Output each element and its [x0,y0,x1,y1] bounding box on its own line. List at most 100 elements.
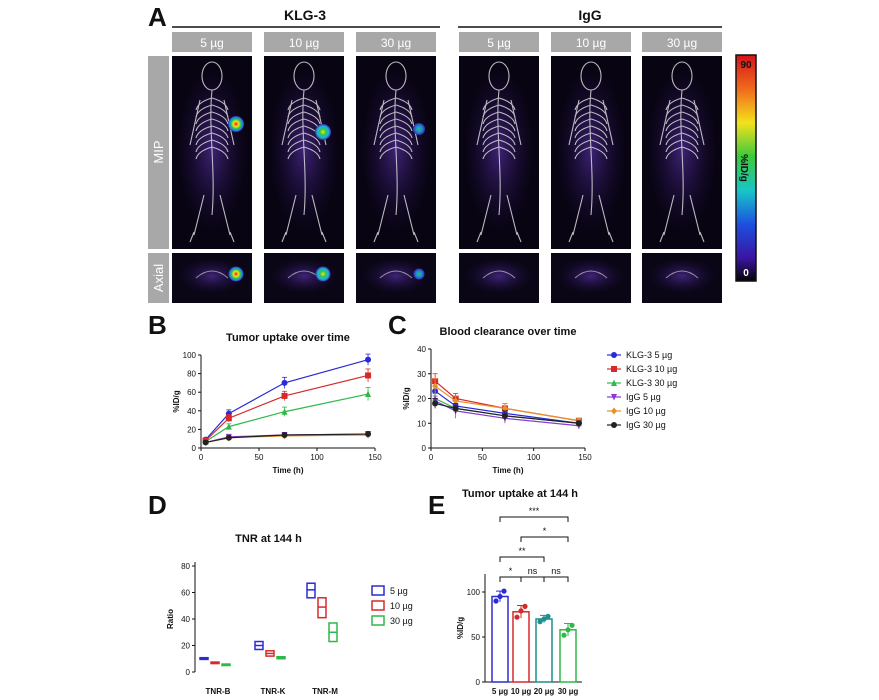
group-label-igg: IgG [578,7,601,23]
data-point [452,405,459,412]
data-point [365,356,372,363]
significance-bracket [520,576,545,582]
significance-label: *** [529,506,540,516]
axial-glow [178,258,246,294]
y-tick-label: 0 [192,444,197,453]
chart-title: Blood clearance over time [440,326,577,338]
y-tick-label: 20 [417,395,426,404]
skeleton [281,61,327,243]
legend-label: 30 µg [390,616,413,626]
x-tick-label: 150 [368,453,382,462]
legend-label: IgG 10 µg [626,406,666,416]
y-tick-label: 40 [417,345,426,354]
data-point [501,404,508,412]
skeleton [659,61,705,243]
chart-tnr-144h: TNR at 144 h 0 20 40 60 80 Ratio TNR-B TNR-K TNR-… [166,533,413,696]
data-point [281,408,288,415]
y-tick-label: 80 [181,562,190,571]
series-line [205,374,369,441]
axial-glow [648,258,716,294]
tumor-hotspot [228,116,244,132]
legend-marker [611,407,617,415]
legend-label: KLG-3 10 µg [626,364,677,374]
axial-bone [379,270,413,279]
legend-label: KLG-3 30 µg [626,378,677,388]
rib [195,111,229,125]
panel-letter-a: A [148,2,167,32]
legend-label: IgG 5 µg [626,392,661,402]
axial-bone [482,270,516,279]
series [202,431,372,446]
category-label: 5 µg [492,687,508,696]
data-point [281,431,288,438]
rib [482,118,516,132]
axial-bone [195,270,229,279]
rib [195,97,229,111]
forelimb [568,99,614,146]
rib [287,132,321,146]
paw [659,231,705,243]
dose-header-label: 10 µg [289,36,319,50]
colorbar-max: 90 [740,60,752,71]
data-point [225,434,232,441]
rib [482,146,516,160]
axial-tumor-hotspot [413,268,425,280]
data-point [537,619,543,625]
x-tick-label: 50 [478,453,487,462]
category-label: 20 µg [534,687,555,696]
significance-label: ns [528,566,538,576]
x-tick-label: 50 [255,453,264,462]
data-point [432,400,439,407]
rib [665,97,699,111]
y-tick-label: 60 [187,388,196,397]
rib [665,146,699,160]
x-axis-label: Time (h) [493,466,524,475]
forelimb [373,99,419,146]
data-point [365,372,372,379]
x-tick-label: 100 [527,453,541,462]
dose-header-label: 5 µg [200,36,224,50]
data-point [514,614,520,620]
category-label: TNR-B [206,687,231,696]
paw [189,231,235,243]
skeleton [189,61,235,243]
axial-tumor-hotspot [228,266,244,282]
colorbar-unit: %ID/g [738,154,749,182]
y-axis-label: Ratio [166,609,175,629]
data-point [518,608,524,614]
spine [589,89,593,216]
rib [287,111,321,125]
data-point [281,379,288,386]
hindlimb [480,194,518,236]
rib [195,118,229,132]
y-tick-label: 40 [181,615,190,624]
data-point [365,390,372,398]
colorbar-gradient [735,54,757,282]
y-tick-label: 0 [186,668,191,677]
axial-bone [665,270,699,279]
rib [287,97,321,111]
dose-headers: 5 µg 10 µg 30 µg 5 µg 10 µg 30 µg [172,32,722,52]
rib [665,125,699,139]
dose-header-bg [551,32,631,52]
data-point [501,412,508,419]
series-line [434,402,579,424]
data-point [225,415,232,422]
panel-letter-d: D [148,490,167,520]
spine [497,89,501,216]
tumor-hotspot [315,124,331,140]
rib [574,125,608,139]
chart-tumor-uptake-over-time: Tumor uptake over time 0 20 40 60 80 100 0 50 100… [172,332,382,475]
legend-marker [611,394,617,401]
rib [574,111,608,125]
data-point [561,632,567,638]
row-label-mip: MIP [151,140,166,163]
rib [195,125,229,139]
dose-header-bg [459,32,539,52]
y-axis-label: %ID/g [456,617,465,639]
axial-glow [362,258,430,294]
bar [535,618,553,683]
data-point [202,439,209,446]
bar [512,611,530,683]
